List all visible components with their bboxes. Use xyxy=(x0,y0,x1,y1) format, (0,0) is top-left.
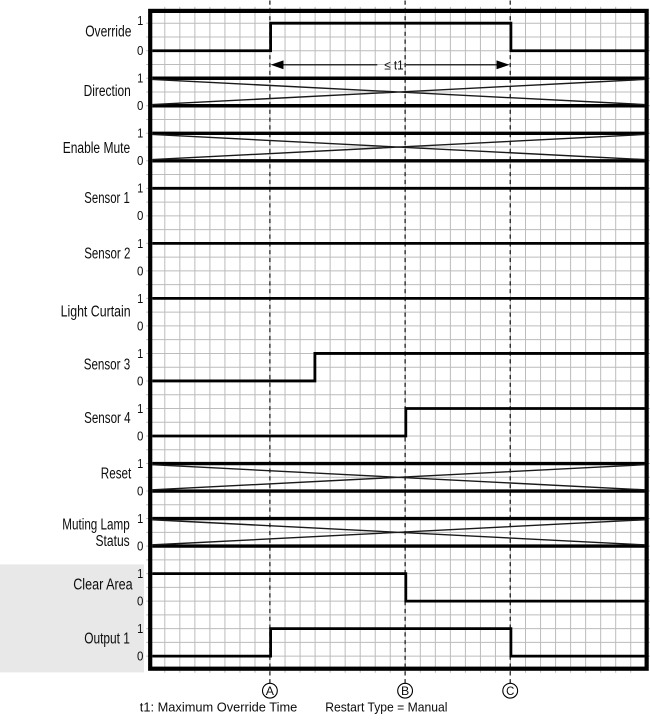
svg-text:1: 1 xyxy=(137,14,143,28)
svg-text:Sensor 3: Sensor 3 xyxy=(84,357,131,374)
svg-text:1: 1 xyxy=(137,182,143,196)
svg-text:0: 0 xyxy=(137,484,143,498)
svg-text:1: 1 xyxy=(137,402,143,416)
svg-text:Clear Area: Clear Area xyxy=(73,577,133,594)
svg-text:1: 1 xyxy=(137,72,143,86)
svg-text:1: 1 xyxy=(137,237,143,251)
svg-text:1: 1 xyxy=(137,347,143,361)
svg-text:0: 0 xyxy=(137,264,143,278)
svg-text:Enable Mute: Enable Mute xyxy=(63,140,131,157)
svg-text:1: 1 xyxy=(137,622,143,636)
svg-text:0: 0 xyxy=(137,374,143,388)
svg-text:0: 0 xyxy=(137,209,143,223)
svg-text:≤ t1: ≤ t1 xyxy=(384,58,403,73)
svg-text:0: 0 xyxy=(137,429,143,443)
svg-text:Output 1: Output 1 xyxy=(84,631,130,648)
svg-text:1: 1 xyxy=(137,127,143,141)
svg-text:Direction: Direction xyxy=(84,83,131,100)
svg-text:0: 0 xyxy=(137,319,143,333)
svg-text:0: 0 xyxy=(137,44,143,58)
svg-text:0: 0 xyxy=(137,99,143,113)
svg-text:Light Curtain: Light Curtain xyxy=(61,303,131,320)
svg-text:t1: Maximum Override Time: t1: Maximum Override Time xyxy=(140,700,298,715)
svg-text:A: A xyxy=(266,685,274,698)
svg-text:Status: Status xyxy=(96,533,130,550)
svg-text:Sensor 1: Sensor 1 xyxy=(84,190,130,207)
svg-text:1: 1 xyxy=(137,457,143,471)
svg-text:1: 1 xyxy=(137,567,143,581)
svg-text:Muting Lamp: Muting Lamp xyxy=(62,516,129,533)
svg-text:Reset: Reset xyxy=(101,466,132,483)
svg-text:0: 0 xyxy=(137,154,143,168)
svg-text:1: 1 xyxy=(137,512,143,526)
svg-text:Sensor 2: Sensor 2 xyxy=(84,246,130,263)
svg-text:0: 0 xyxy=(137,540,143,554)
svg-text:C: C xyxy=(506,685,514,698)
svg-text:0: 0 xyxy=(137,595,143,609)
svg-text:B: B xyxy=(401,685,409,698)
svg-text:0: 0 xyxy=(137,650,143,664)
svg-text:Sensor 4: Sensor 4 xyxy=(84,410,131,427)
svg-text:Restart Type = Manual: Restart Type = Manual xyxy=(325,700,447,715)
svg-text:Override: Override xyxy=(85,24,131,41)
svg-text:1: 1 xyxy=(137,292,143,306)
